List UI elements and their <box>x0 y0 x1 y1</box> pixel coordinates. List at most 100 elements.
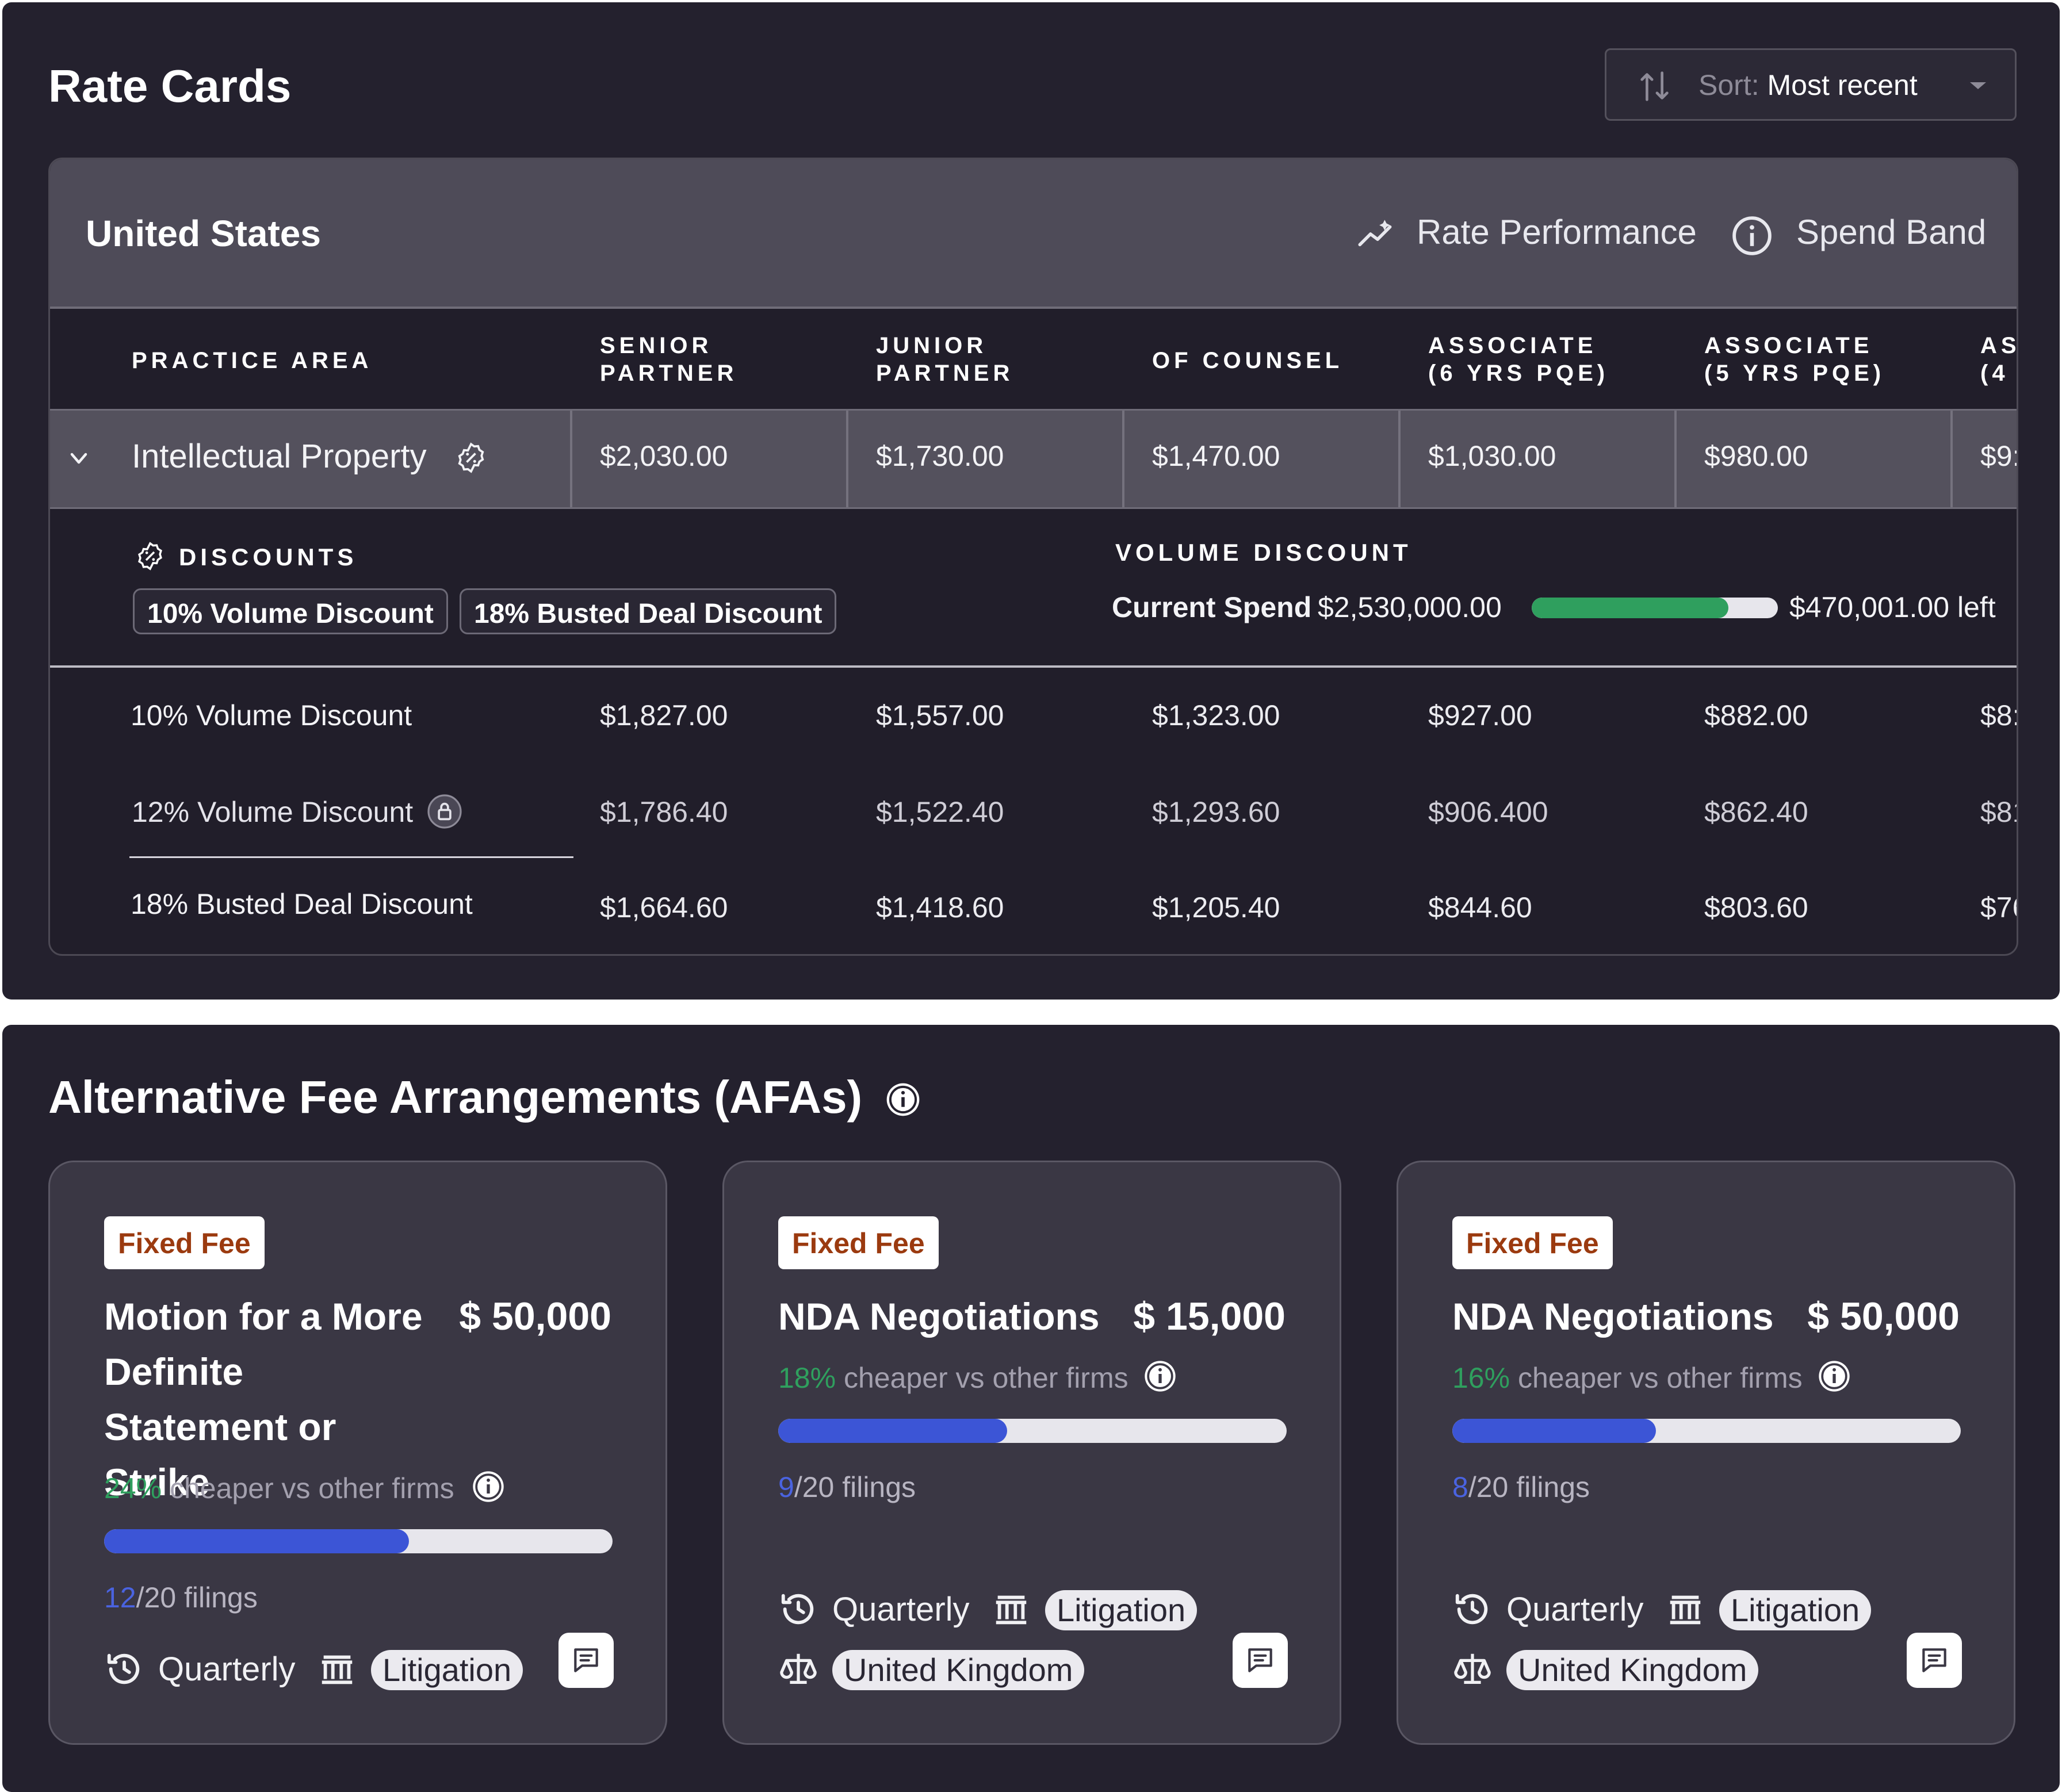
rate-cell: $882.00 <box>1704 699 1808 732</box>
discount-row-name: 12% Volume Discount <box>132 796 414 828</box>
comment-button[interactable] <box>558 1633 614 1688</box>
col-associate-5[interactable]: ASSOCIATE (5 YRS PQE) <box>1704 332 1885 387</box>
cheaper-label: cheaper vs other firms <box>162 1472 454 1504</box>
sort-label: Sort: <box>1698 69 1759 101</box>
rate-card-table: United States Rate Performance Spend Ban… <box>48 158 2018 956</box>
col-of-counsel[interactable]: OF COUNSEL <box>1152 348 1344 373</box>
discount-chip[interactable]: 10% Volume Discount <box>133 588 448 634</box>
col-senior-partner[interactable]: SENIOR PARTNER <box>600 332 737 387</box>
rate-cell: $1,323.00 <box>1152 699 1280 732</box>
cheaper-text: 18% cheaper vs other firms <box>778 1361 1128 1395</box>
discount-badge-icon <box>458 442 484 473</box>
rate-cards-title: Rate Cards <box>48 60 292 112</box>
rate-cell: $81 <box>1980 796 2017 828</box>
afa-card[interactable]: Fixed Fee NDA Negotiations $ 15,000 18% … <box>722 1161 1341 1745</box>
info-icon[interactable] <box>470 1468 507 1505</box>
rate-cell: $927.00 <box>1428 699 1532 732</box>
col-label: AS <box>1980 333 2018 358</box>
info-icon[interactable] <box>1142 1358 1179 1395</box>
col-label: ASSOCIATE <box>1704 333 1873 358</box>
cell-divider <box>1122 411 1124 507</box>
info-icon[interactable] <box>883 1080 923 1119</box>
comment-button[interactable] <box>1907 1633 1962 1688</box>
filings-progress-fill <box>1452 1419 1656 1443</box>
rate-cell: $844.60 <box>1428 891 1532 924</box>
col-associate-6[interactable]: ASSOCIATE (6 YRS PQE) <box>1428 332 1609 387</box>
rate-performance-button[interactable]: Rate Performance <box>1417 213 1697 251</box>
col-label: PARTNER <box>876 361 1014 386</box>
spend-progress-bar <box>1532 598 1778 618</box>
col-label: (4 <box>1980 361 2009 386</box>
filings-progress-bar <box>1452 1419 1961 1443</box>
discount-row-name: 18% Busted Deal Discount <box>131 888 473 920</box>
rate-cell: $1,293.60 <box>1152 796 1280 828</box>
rate-cell: $8: <box>1980 699 2018 732</box>
comment-icon <box>1922 1648 1946 1672</box>
cheaper-text: 24% cheaper vs other firms <box>104 1472 454 1505</box>
filings-count: 8/20 filings <box>1452 1471 1590 1504</box>
jurisdiction-pill: United Kingdom <box>1506 1650 1759 1690</box>
col-label: SENIOR <box>600 333 713 358</box>
scales-icon <box>780 1653 817 1684</box>
col-practice-area[interactable]: PRACTICE AREA <box>132 348 373 373</box>
sort-dropdown[interactable]: Sort: Most recent <box>1605 48 2017 121</box>
practice-pill: Litigation <box>1045 1590 1198 1630</box>
filings-total: /20 filings <box>1468 1471 1590 1503</box>
rate-cell: $1,470.00 <box>1152 440 1280 472</box>
current-spend-value: $2,530,000.00 <box>1318 591 1502 623</box>
afa-name: NDA Negotiations <box>778 1295 1100 1338</box>
cheaper-pct: 24% <box>104 1472 162 1504</box>
rate-cell: $1,522.40 <box>876 796 1004 828</box>
col-associate-4[interactable]: AS (4 <box>1980 332 2018 387</box>
practice-area-row[interactable]: Intellectual Property $2,030.00 $1,730.0… <box>50 409 2017 509</box>
afa-price: $ 50,000 <box>1807 1295 1960 1338</box>
spend-progress-fill <box>1532 598 1729 618</box>
cheaper-label: cheaper vs other firms <box>1510 1362 1803 1394</box>
cheaper-pct: 16% <box>1452 1362 1510 1394</box>
frequency-text: Quarterly <box>158 1651 296 1688</box>
filings-progress-fill <box>104 1529 410 1553</box>
chevron-down-icon[interactable] <box>67 449 90 469</box>
rate-cell: $2,030.00 <box>600 440 728 472</box>
history-icon <box>107 1653 140 1684</box>
practice-pill: Litigation <box>371 1650 523 1690</box>
cell-divider <box>1950 411 1953 507</box>
discount-row-name: 10% Volume Discount <box>131 699 412 732</box>
region-header: United States Rate Performance Spend Ban… <box>50 159 2017 309</box>
rate-cell: $9: <box>1980 440 2018 472</box>
filings-done: 8 <box>1452 1471 1468 1503</box>
rate-cell: $1,557.00 <box>876 699 1004 732</box>
sort-icon <box>1640 71 1669 101</box>
history-icon <box>781 1594 814 1625</box>
rate-cell: $980.00 <box>1704 440 1808 472</box>
info-icon[interactable] <box>1816 1358 1853 1395</box>
filings-progress-bar <box>104 1529 613 1553</box>
afa-card[interactable]: Fixed Fee Motion for a More Definite Sta… <box>48 1161 667 1745</box>
discount-badge-icon <box>138 542 162 570</box>
comment-button[interactable] <box>1233 1633 1288 1688</box>
col-label: PARTNER <box>600 361 738 386</box>
rate-cell: $1,418.60 <box>876 891 1004 924</box>
history-icon <box>1455 1594 1488 1625</box>
spend-left-text: $470,001.00 left <box>1789 591 1996 623</box>
cheaper-text: 16% cheaper vs other firms <box>1452 1361 1803 1395</box>
afa-panel: Alternative Fee Arrangements (AFAs) Fixe… <box>2 1025 2060 1792</box>
col-junior-partner[interactable]: JUNIOR PARTNER <box>876 332 1013 387</box>
afa-card[interactable]: Fixed Fee NDA Negotiations $ 50,000 16% … <box>1397 1161 2015 1745</box>
filings-total: /20 filings <box>136 1582 258 1614</box>
col-label: (6 YRS PQE) <box>1428 361 1609 386</box>
spend-band-button[interactable]: Spend Band <box>1796 213 1987 251</box>
rate-cell: $1,030.00 <box>1428 440 1556 472</box>
filings-done: 12 <box>104 1582 136 1614</box>
chevron-down-icon <box>1970 82 1986 89</box>
jurisdiction-pill: United Kingdom <box>832 1650 1085 1690</box>
lock-icon <box>427 794 462 829</box>
region-name: United States <box>86 213 321 254</box>
row-divider <box>129 856 573 858</box>
current-spend-label: Current Spend <box>1112 591 1312 623</box>
frequency-text: Quarterly <box>1506 1591 1644 1628</box>
scales-icon <box>1454 1653 1491 1684</box>
filings-progress-fill <box>778 1419 1007 1443</box>
discount-chip[interactable]: 18% Busted Deal Discount <box>460 588 837 634</box>
courthouse-icon <box>1670 1595 1701 1625</box>
